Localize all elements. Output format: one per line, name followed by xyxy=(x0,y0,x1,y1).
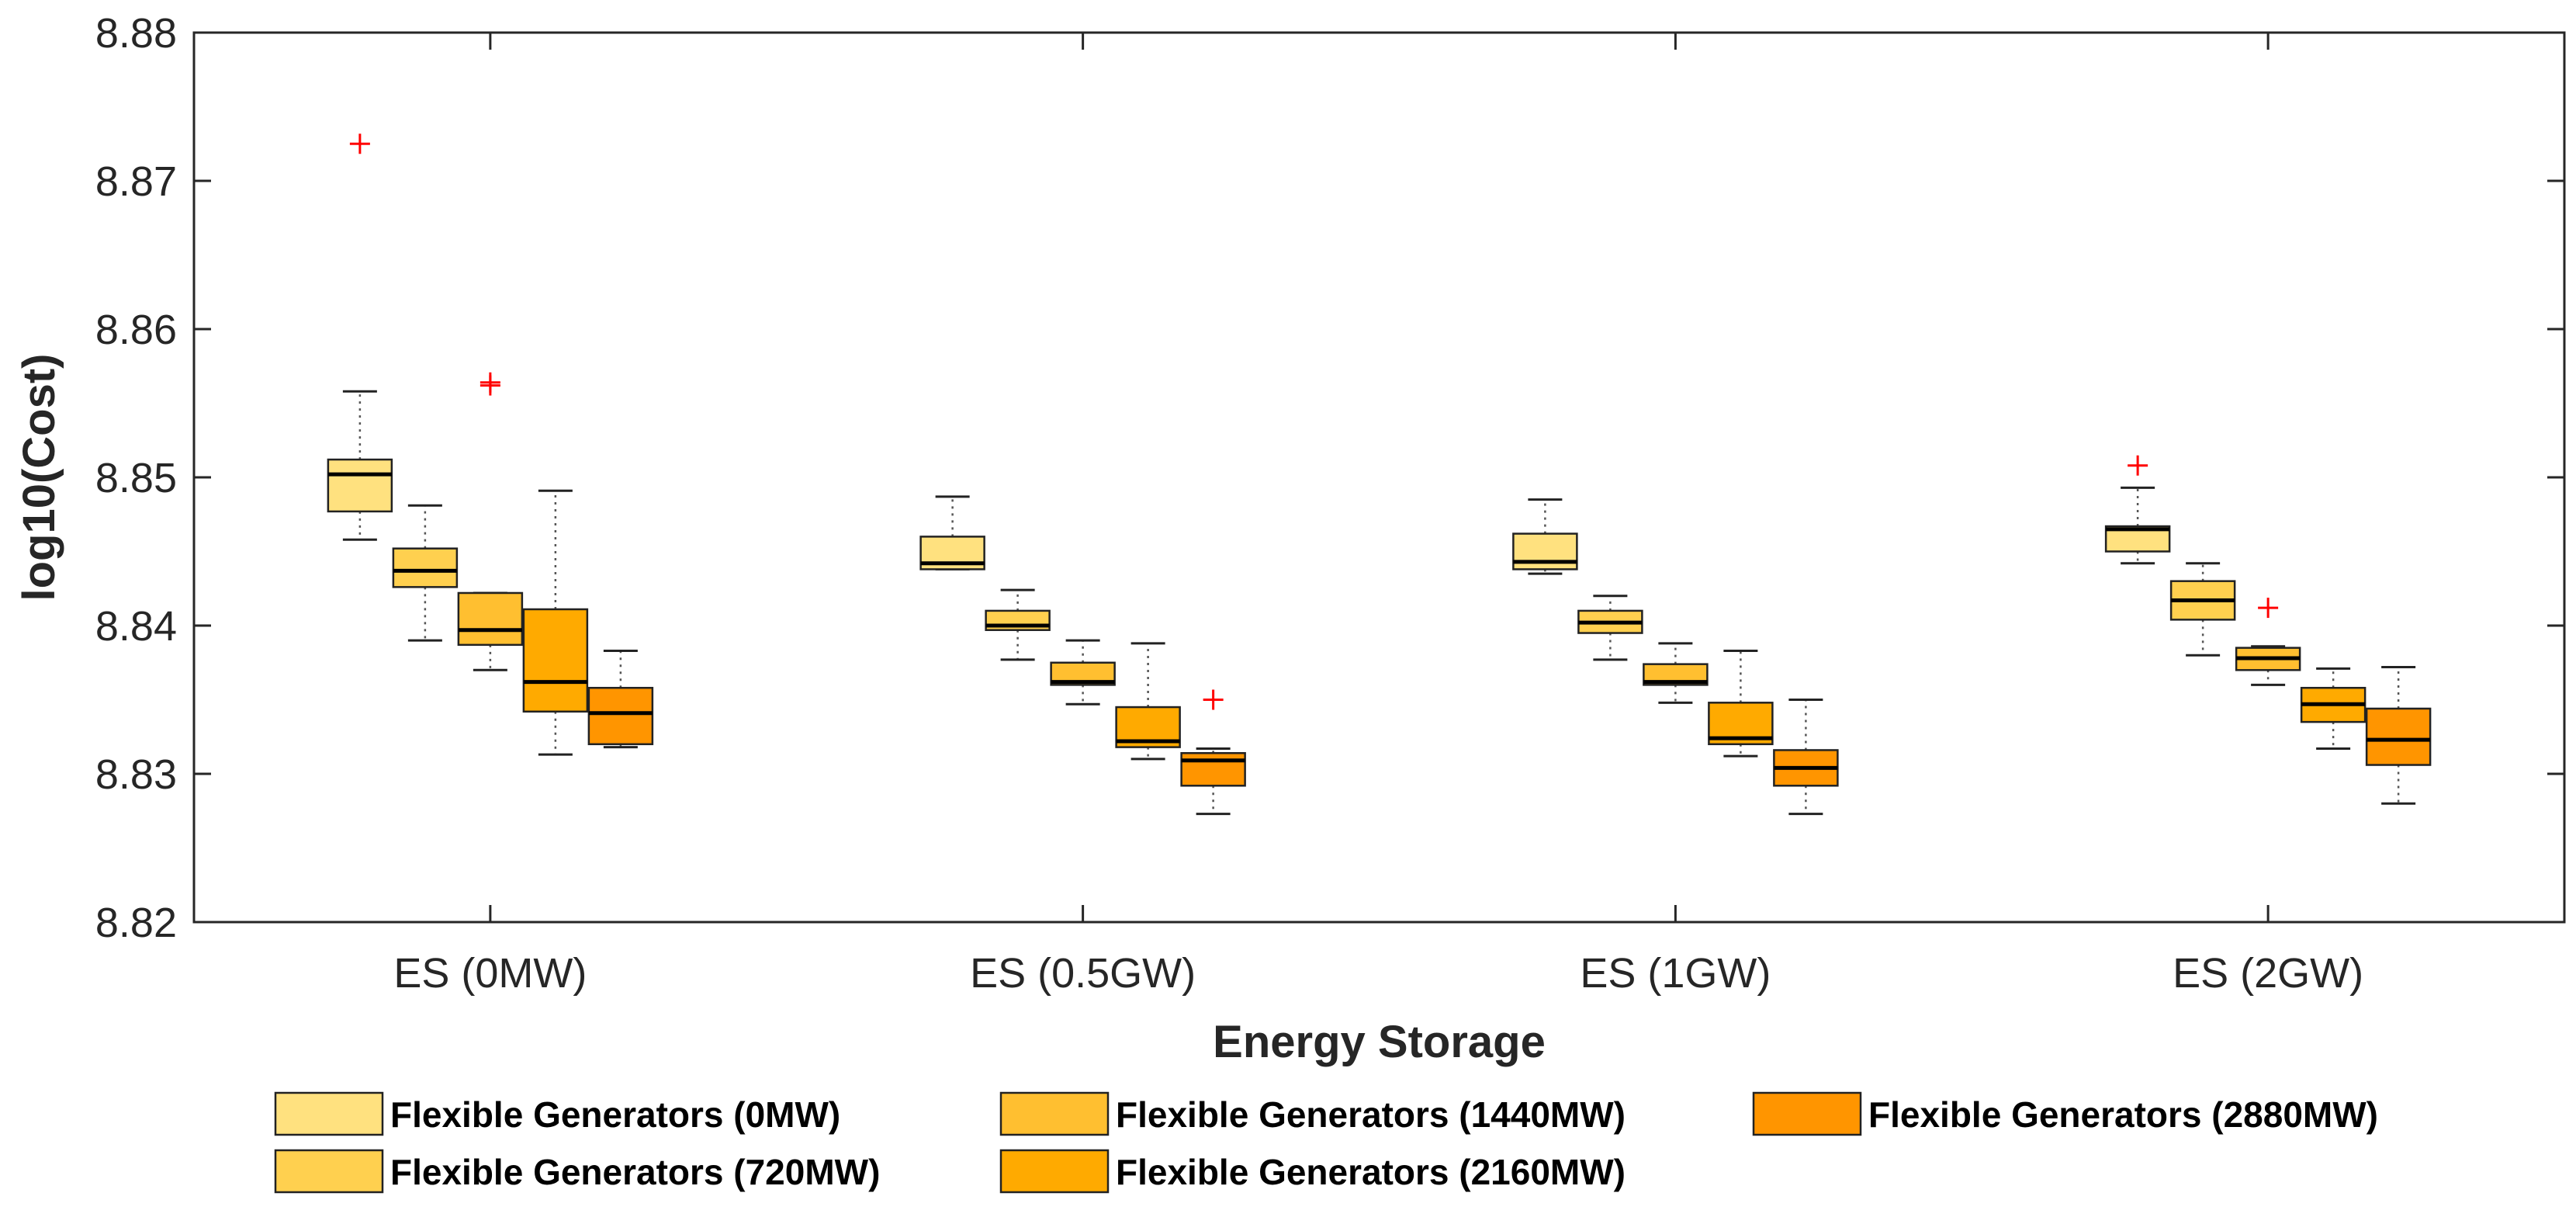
y-axis-ticks: 8.82 8.83 8.84 8.85 8.86 8.87 8.88 xyxy=(95,10,2564,946)
legend-label: Flexible Generators (720MW) xyxy=(390,1152,880,1192)
legend-entry: Flexible Generators (2880MW) xyxy=(1752,1091,2378,1136)
x-tick-label: ES (0.5GW) xyxy=(970,950,1196,997)
legend-label: Flexible Generators (1440MW) xyxy=(1116,1094,1626,1135)
box-2-0 xyxy=(457,372,524,671)
x-tick-label: ES (1GW) xyxy=(1580,950,1771,997)
legend-entry: Flexible Generators (2160MW) xyxy=(999,1149,1626,1194)
box-body xyxy=(327,458,393,513)
legend-swatch xyxy=(1752,1091,1862,1136)
box-0-2 xyxy=(1512,498,1578,575)
box-0-0 xyxy=(327,134,393,541)
y-tick-label: 8.85 xyxy=(95,455,177,501)
outlier-marker xyxy=(349,134,370,154)
legend-entry: Flexible Generators (0MW) xyxy=(274,1091,840,1136)
box-2-2 xyxy=(1643,642,1709,704)
legend-label: Flexible Generators (2160MW) xyxy=(1116,1152,1626,1192)
box-0-3 xyxy=(2104,455,2171,565)
legend-entry: Flexible Generators (1440MW) xyxy=(999,1091,1626,1136)
legend-swatch xyxy=(274,1091,384,1136)
y-axis-title: log10(Cost) xyxy=(14,354,64,602)
outlier-marker xyxy=(1203,689,1224,710)
plot-area xyxy=(192,31,2566,924)
box-3-3 xyxy=(2300,667,2367,751)
box-series xyxy=(327,134,2432,816)
box-body xyxy=(522,608,589,713)
box-3-1 xyxy=(1115,642,1181,761)
outlier-marker xyxy=(480,372,500,393)
box-2-3 xyxy=(2235,598,2301,686)
box-body xyxy=(457,591,524,647)
box-body xyxy=(392,547,459,588)
x-axis-title: Energy Storage xyxy=(1213,1017,1546,1067)
legend-label: Flexible Generators (2880MW) xyxy=(1868,1094,2378,1135)
legend-entry: Flexible Generators (720MW) xyxy=(274,1149,880,1194)
y-tick-label: 8.82 xyxy=(95,900,177,946)
y-tick-label: 8.87 xyxy=(95,158,177,205)
box-body xyxy=(587,686,654,746)
box-0-1 xyxy=(919,495,985,570)
x-axis-ticks: ES (0MW) ES (0.5GW) ES (1GW) ES (2GW) xyxy=(393,33,2363,997)
box-1-2 xyxy=(1577,595,1643,661)
box-4-3 xyxy=(2365,665,2432,805)
x-tick-label: ES (0MW) xyxy=(393,950,587,997)
plot-frame xyxy=(192,31,2566,924)
box-body xyxy=(2365,707,2432,766)
legend: Flexible Generators (0MW) Flexible Genera… xyxy=(274,1091,2378,1194)
box-4-2 xyxy=(1773,699,1839,816)
box-body xyxy=(1512,532,1578,570)
box-2-1 xyxy=(1050,639,1116,706)
box-1-1 xyxy=(985,588,1051,661)
y-tick-label: 8.83 xyxy=(95,751,177,798)
box-3-2 xyxy=(1708,649,1774,758)
legend-swatch xyxy=(999,1149,1110,1194)
legend-swatch xyxy=(999,1091,1110,1136)
legend-swatch xyxy=(274,1149,384,1194)
y-tick-label: 8.86 xyxy=(95,307,177,353)
y-tick-label: 8.88 xyxy=(95,10,177,57)
legend-label: Flexible Generators (0MW) xyxy=(390,1094,840,1135)
box-1-3 xyxy=(2169,562,2236,657)
outlier-marker xyxy=(2258,598,2279,619)
x-tick-label: ES (2GW) xyxy=(2173,950,2363,997)
outlier-marker xyxy=(2128,455,2148,476)
y-tick-label: 8.84 xyxy=(95,603,177,650)
box-body xyxy=(1180,752,1246,787)
box-1-0 xyxy=(392,504,459,642)
box-4-0 xyxy=(587,649,654,749)
box-3-0 xyxy=(522,489,589,756)
box-4-1 xyxy=(1180,689,1246,816)
